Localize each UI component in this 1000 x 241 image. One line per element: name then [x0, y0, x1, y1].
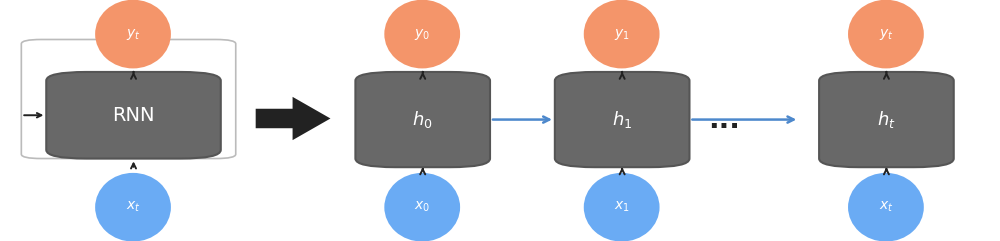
FancyArrowPatch shape: [493, 116, 549, 123]
Ellipse shape: [95, 0, 171, 68]
Ellipse shape: [584, 0, 660, 68]
FancyArrowPatch shape: [884, 72, 889, 79]
Text: $x_{t}$: $x_{t}$: [879, 200, 893, 214]
Text: $y_{t}$: $y_{t}$: [879, 27, 893, 42]
Ellipse shape: [584, 173, 660, 241]
FancyBboxPatch shape: [355, 72, 490, 167]
FancyArrowPatch shape: [420, 72, 425, 79]
Ellipse shape: [384, 0, 460, 68]
FancyArrowPatch shape: [884, 169, 889, 174]
FancyBboxPatch shape: [46, 72, 221, 159]
FancyArrowPatch shape: [620, 169, 625, 174]
Text: $x_{0}$: $x_{0}$: [414, 200, 430, 214]
FancyArrowPatch shape: [620, 72, 625, 79]
FancyArrowPatch shape: [24, 113, 41, 117]
FancyArrowPatch shape: [131, 163, 136, 168]
Ellipse shape: [848, 0, 924, 68]
Text: $x_{t}$: $x_{t}$: [126, 200, 140, 214]
Ellipse shape: [848, 173, 924, 241]
Text: $h_{1}$: $h_{1}$: [612, 109, 632, 130]
FancyArrowPatch shape: [131, 72, 136, 79]
Text: $h_{0}$: $h_{0}$: [412, 109, 433, 130]
Text: $y_{0}$: $y_{0}$: [414, 27, 430, 42]
Ellipse shape: [95, 173, 171, 241]
Text: $y_{1}$: $y_{1}$: [614, 27, 630, 42]
Ellipse shape: [384, 173, 460, 241]
FancyArrowPatch shape: [420, 169, 425, 174]
Text: $h_{t}$: $h_{t}$: [877, 109, 896, 130]
Polygon shape: [256, 97, 330, 140]
FancyBboxPatch shape: [819, 72, 954, 167]
FancyArrowPatch shape: [692, 116, 794, 123]
FancyBboxPatch shape: [555, 72, 689, 167]
Text: $x_{1}$: $x_{1}$: [614, 200, 630, 214]
Text: RNN: RNN: [112, 106, 155, 125]
Text: ...: ...: [708, 106, 740, 134]
Text: $y_{t}$: $y_{t}$: [126, 27, 140, 42]
